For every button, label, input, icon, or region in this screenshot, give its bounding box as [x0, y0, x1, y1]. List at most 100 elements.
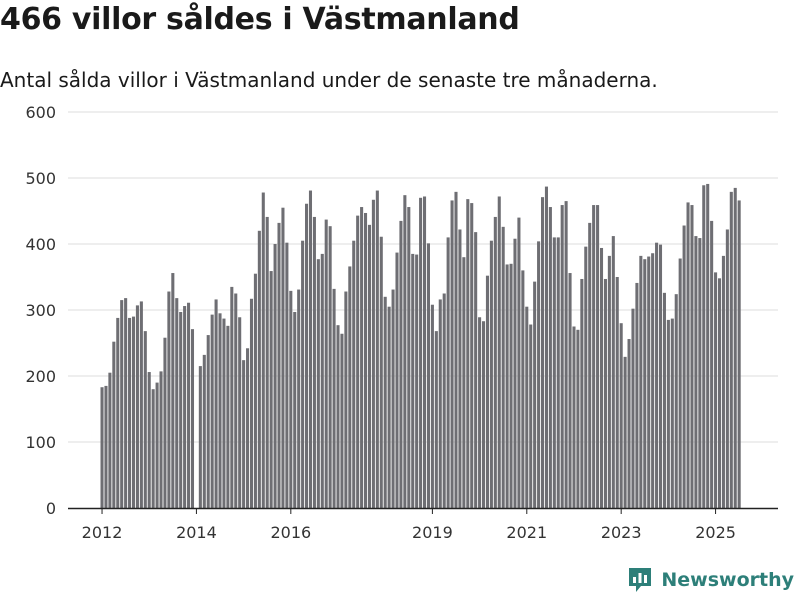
bar — [505, 264, 509, 508]
bar — [631, 308, 635, 508]
bar — [666, 319, 670, 508]
bar — [187, 302, 191, 508]
bar — [662, 292, 666, 508]
bar — [537, 241, 541, 509]
bar — [198, 366, 202, 508]
bar — [599, 247, 604, 508]
bar — [655, 242, 659, 508]
bar — [548, 207, 552, 509]
bar — [104, 385, 108, 508]
bar — [489, 240, 493, 508]
bar — [360, 207, 364, 509]
bar — [552, 237, 556, 508]
bar — [210, 314, 214, 508]
x-tick-label: 2021 — [506, 523, 547, 542]
bar — [301, 240, 305, 508]
y-tick-label: 200 — [25, 367, 56, 386]
bar — [356, 215, 360, 508]
brand-logo: Newsworthy — [627, 566, 794, 594]
bar — [611, 236, 615, 508]
x-tick-label: 2014 — [176, 523, 217, 542]
bar — [470, 203, 474, 508]
bar — [596, 205, 600, 508]
bar — [454, 191, 458, 509]
bar — [281, 207, 285, 508]
bar — [576, 329, 580, 508]
bar — [568, 273, 572, 508]
bar — [560, 205, 564, 508]
bar — [737, 200, 741, 508]
y-tick-label: 600 — [25, 103, 56, 122]
bar — [387, 306, 391, 508]
x-tick-label: 2012 — [82, 523, 123, 542]
bar — [651, 253, 655, 508]
bar — [171, 273, 175, 508]
bar — [139, 301, 143, 508]
bar — [407, 207, 411, 509]
bar — [513, 238, 517, 508]
bar — [411, 253, 415, 508]
bar — [261, 192, 265, 508]
bar — [702, 185, 706, 508]
bar — [434, 331, 438, 508]
bar — [336, 325, 340, 508]
bar — [367, 224, 372, 509]
bar — [128, 317, 132, 508]
bar — [308, 190, 313, 509]
bar — [332, 288, 336, 508]
bar — [226, 325, 230, 508]
bar — [592, 205, 596, 508]
bar — [352, 240, 356, 508]
bar — [481, 321, 486, 508]
y-tick-label: 500 — [25, 169, 56, 188]
bar — [320, 253, 324, 508]
bar — [501, 226, 505, 508]
bar — [690, 205, 694, 508]
bar — [686, 202, 690, 509]
bar — [234, 293, 238, 508]
bar — [710, 220, 714, 508]
bar — [273, 244, 277, 508]
bar — [324, 219, 328, 508]
bar — [230, 286, 234, 508]
bar — [316, 259, 320, 508]
chart-title: 466 villor såldes i Västmanland — [0, 2, 520, 37]
bar — [399, 220, 403, 508]
bar — [364, 212, 368, 509]
bar — [167, 291, 171, 508]
bar — [725, 229, 729, 509]
bar — [371, 199, 375, 508]
bar — [572, 326, 576, 508]
bar — [529, 324, 533, 508]
bar — [639, 255, 643, 508]
bar — [485, 275, 489, 508]
bar — [619, 323, 623, 508]
bar — [627, 339, 631, 508]
bar — [222, 318, 226, 508]
y-tick-label: 300 — [25, 301, 56, 320]
bar — [694, 236, 698, 508]
bar — [588, 222, 592, 508]
bar — [584, 246, 588, 508]
bar — [658, 244, 663, 508]
bar — [462, 257, 466, 508]
bar — [163, 337, 167, 508]
bar — [580, 278, 584, 508]
bar — [714, 272, 718, 508]
x-tick-label: 2025 — [695, 523, 736, 542]
bar — [190, 329, 195, 508]
bar — [305, 203, 309, 509]
bar — [183, 306, 187, 508]
bar — [458, 229, 462, 509]
bar — [340, 333, 344, 508]
bar — [493, 216, 497, 508]
bar — [375, 190, 379, 509]
bar — [131, 316, 136, 508]
bar — [238, 317, 242, 508]
bar — [450, 200, 454, 508]
bar — [147, 372, 151, 508]
bar — [391, 289, 395, 508]
bar — [533, 281, 537, 508]
bar — [423, 196, 427, 509]
bar — [729, 191, 733, 509]
